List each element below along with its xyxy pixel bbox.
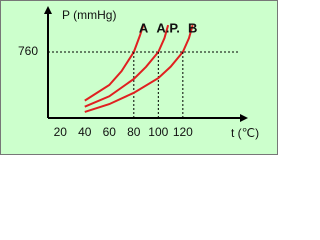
x-tick-label: 20 bbox=[54, 125, 68, 139]
curve bbox=[84, 24, 170, 108]
y-tick-label: 760 bbox=[18, 44, 38, 58]
y-axis-arrow bbox=[44, 6, 52, 14]
chart: P (mmHg) t (℃) 760 20 40 60 80 100 120 A A.P. B bbox=[0, 0, 278, 155]
curve bbox=[84, 24, 194, 113]
x-tick-label: 80 bbox=[127, 125, 141, 139]
x-tick-label: 100 bbox=[148, 125, 168, 139]
curve-label: A.P. bbox=[156, 20, 180, 35]
x-tick-label: 120 bbox=[173, 125, 193, 139]
page: {"chart_data": {"type": "line", "ylabel"… bbox=[0, 0, 278, 155]
x-tick-label: 60 bbox=[103, 125, 117, 139]
y-axis-label: P (mmHg) bbox=[62, 8, 116, 22]
curve-label: A bbox=[139, 20, 149, 35]
x-axis-arrow bbox=[240, 114, 248, 122]
background bbox=[0, 0, 278, 155]
curve bbox=[84, 23, 145, 102]
x-axis-label: t (℃) bbox=[231, 126, 259, 140]
curve-label: B bbox=[188, 20, 197, 35]
x-tick-label: 40 bbox=[78, 125, 92, 139]
